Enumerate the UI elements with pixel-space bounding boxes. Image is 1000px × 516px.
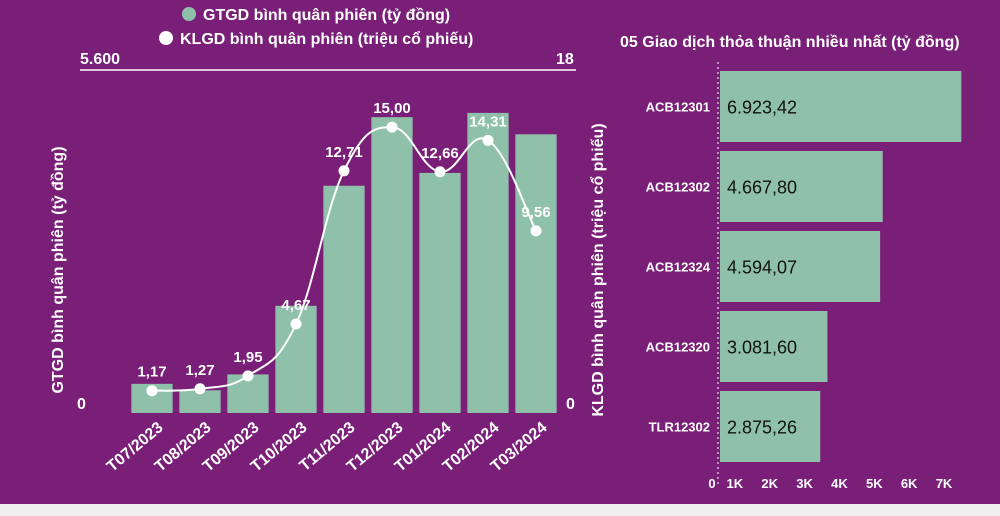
hbar-x-tick-label: 3K: [796, 476, 813, 491]
gtgd-bar: [419, 172, 461, 413]
klgd-point: [338, 165, 350, 177]
klgd-point: [146, 385, 158, 397]
combo-bars: [131, 112, 557, 413]
gtgd-bar: [515, 134, 557, 413]
hbar-value-label: 4.667,80: [727, 178, 797, 198]
klgd-points: [146, 121, 542, 397]
hbar-x-tick-label: 1K: [727, 476, 744, 491]
legend-bar-swatch: [182, 7, 196, 21]
hbar-x-ticks: 0 1K 2K 3K 4K 5K 6K 7K: [708, 476, 953, 491]
hbar-x-tick-label: 5K: [866, 476, 883, 491]
right-axis-max-label: 18: [556, 51, 574, 68]
hbar-x-tick-label: 2K: [761, 476, 778, 491]
gtgd-bar: [467, 112, 509, 413]
right-axis-min-label: 0: [566, 396, 575, 413]
klgd-point-label: 1,17: [137, 364, 166, 381]
left-axis-title: GTGD bình quân phiên (tỷ đồng): [50, 146, 67, 393]
klgd-point-label: 4,67: [281, 297, 310, 314]
klgd-point: [290, 318, 302, 330]
hbar-value-label: 3.081,60: [727, 338, 797, 358]
right-axis-title: KLGD bình quân phiên (triệu cổ phiếu): [589, 123, 607, 416]
klgd-point: [482, 134, 494, 146]
gtgd-bar: [371, 117, 413, 413]
gtgd-bar: [323, 185, 365, 413]
hbar-bars: 6.923,42 ACB12301 4.667,80 ACB12302 4.594,07…: [646, 71, 962, 462]
bottom-strip: [0, 504, 1000, 516]
hbar-x-tick-label: 6K: [901, 476, 918, 491]
legend-line-label: KLGD bình quân phiên (triệu cổ phiếu): [180, 30, 473, 48]
klgd-point-label: 12,71: [325, 144, 363, 161]
hbar: [720, 391, 821, 462]
hbar-title: 05 Giao dịch thỏa thuận nhiều nhất (tỷ đ…: [620, 34, 960, 51]
klgd-point: [194, 383, 206, 395]
left-axis-max-label: 5.600: [80, 51, 120, 68]
hbar: [720, 151, 883, 222]
legend-bar-label: GTGD bình quân phiên (tỷ đồng): [203, 7, 450, 24]
hbar-category-label: ACB12324: [646, 260, 711, 275]
hbar-category-label: TLR12302: [649, 420, 710, 435]
hbar-value-label: 2.875,26: [727, 418, 797, 438]
hbar-x-tick-label: 7K: [936, 476, 953, 491]
hbar-x-tick-label: 0: [708, 476, 715, 491]
klgd-point: [386, 121, 398, 133]
hbar-category-label: ACB12301: [646, 100, 710, 115]
klgd-point-label: 14,31: [469, 113, 507, 130]
legend-line-swatch: [159, 31, 173, 45]
klgd-point-label: 1,95: [233, 349, 262, 366]
klgd-point: [242, 370, 254, 382]
hbar: [720, 231, 881, 302]
gtgd-bar: [179, 390, 221, 413]
hbar: [720, 71, 962, 142]
hbar: [720, 311, 828, 382]
klgd-point-label: 12,66: [421, 145, 459, 162]
left-axis-min-label: 0: [77, 396, 86, 413]
klgd-point: [530, 225, 542, 237]
hbar-value-label: 4.594,07: [727, 258, 797, 278]
klgd-point-label: 1,27: [185, 362, 214, 379]
hbar-category-label: ACB12302: [646, 180, 710, 195]
hbar-x-tick-label: 4K: [831, 476, 848, 491]
klgd-point-label: 9,56: [521, 204, 550, 221]
klgd-point-labels: 1,17 1,27 1,95 4,67 12,71 15,00 12,66 14,31 9,56: [137, 100, 550, 381]
hbar-value-label: 6.923,42: [727, 98, 797, 118]
combo-legend: GTGD bình quân phiên (tỷ đồng) KLGD bình…: [159, 7, 473, 48]
klgd-point-label: 15,00: [373, 100, 411, 117]
klgd-point: [434, 166, 446, 178]
hbar-category-label: ACB12320: [646, 340, 710, 355]
